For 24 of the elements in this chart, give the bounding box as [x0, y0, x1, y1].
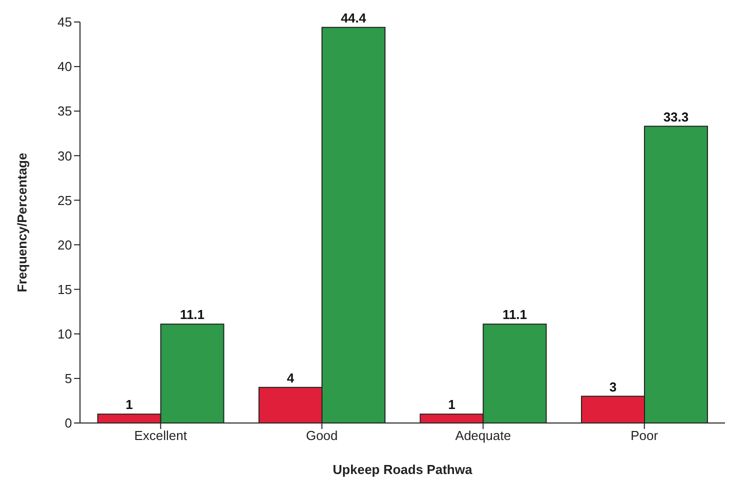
x-tick-label: Excellent: [134, 428, 188, 444]
y-tick-label: 20: [58, 237, 72, 252]
data-label: 3: [609, 379, 617, 394]
data-label: 11.1: [502, 307, 528, 322]
y-tick-label: 30: [58, 148, 72, 164]
x-axis-title: Upkeep Roads Pathwa: [332, 462, 473, 477]
x-tick-label: Poor: [630, 428, 659, 444]
y-tick-label: 40: [58, 59, 72, 74]
y-axis-title: Frequency/Percentage: [14, 152, 30, 292]
data-label: 4: [286, 370, 295, 386]
y-tick-label: 0: [64, 416, 72, 431]
data-label: 1: [126, 397, 133, 412]
y-tick-label: 25: [58, 192, 72, 208]
y-tick-label: 10: [58, 326, 72, 342]
x-tick-label: Good: [306, 428, 338, 444]
y-tick-label: 5: [64, 371, 72, 386]
data-label: 1: [448, 397, 456, 412]
y-tick-label: 45: [58, 14, 72, 30]
y-tick-label: 35: [58, 104, 72, 119]
data-label: 44.4: [340, 10, 367, 26]
y-tick-label: 15: [58, 282, 72, 297]
data-label: 11.1: [180, 307, 205, 322]
data-label: 33.3: [663, 109, 689, 124]
x-tick-label: Adequate: [455, 428, 511, 444]
